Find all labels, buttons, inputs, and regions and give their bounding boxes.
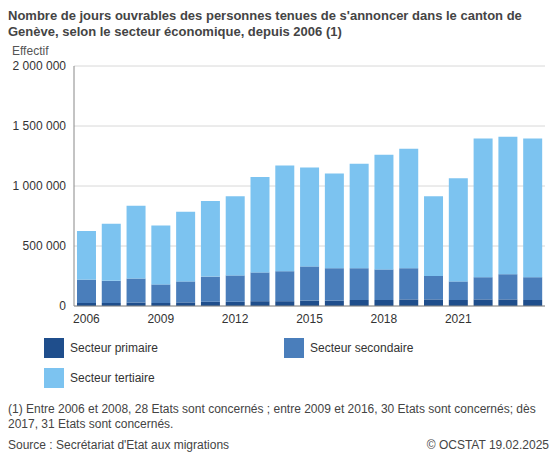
svg-text:0: 0 — [59, 299, 66, 313]
html-text:Secteur tertiaire: Secteur tertiaire — [70, 371, 155, 385]
html-text:© OCSTAT 19.02.2025: © OCSTAT 19.02.2025 — [426, 438, 549, 452]
svg-text:500 000: 500 000 — [23, 239, 67, 253]
html-text:Source : Secrétariat d'Etat au: Source : Secrétariat d'Etat aux migratio… — [8, 438, 230, 452]
html-text:(1) Entre 2006 et 2008, 28 Eta: (1) Entre 2006 et 2008, 28 Etats sont co… — [8, 402, 536, 431]
svg-text:2018: 2018 — [371, 312, 398, 326]
html-text:Secteur secondaire: Secteur secondaire — [310, 341, 414, 355]
html-text:Nombre de jours ouvrables des: Nombre de jours ouvrables des personnes … — [8, 8, 522, 39]
svg-text:2006: 2006 — [73, 312, 100, 326]
svg-text:2009: 2009 — [147, 312, 174, 326]
html-text:Secteur primaire: Secteur primaire — [70, 341, 158, 355]
svg-text:1 000 000: 1 000 000 — [13, 179, 67, 193]
svg-text:2021: 2021 — [445, 312, 472, 326]
svg-text:2015: 2015 — [296, 312, 323, 326]
svg-text:2012: 2012 — [222, 312, 249, 326]
svg-text:1 500 000: 1 500 000 — [13, 119, 67, 133]
svg-text:2 000 000: 2 000 000 — [13, 59, 67, 73]
html-text:Effectif: Effectif — [12, 44, 49, 58]
